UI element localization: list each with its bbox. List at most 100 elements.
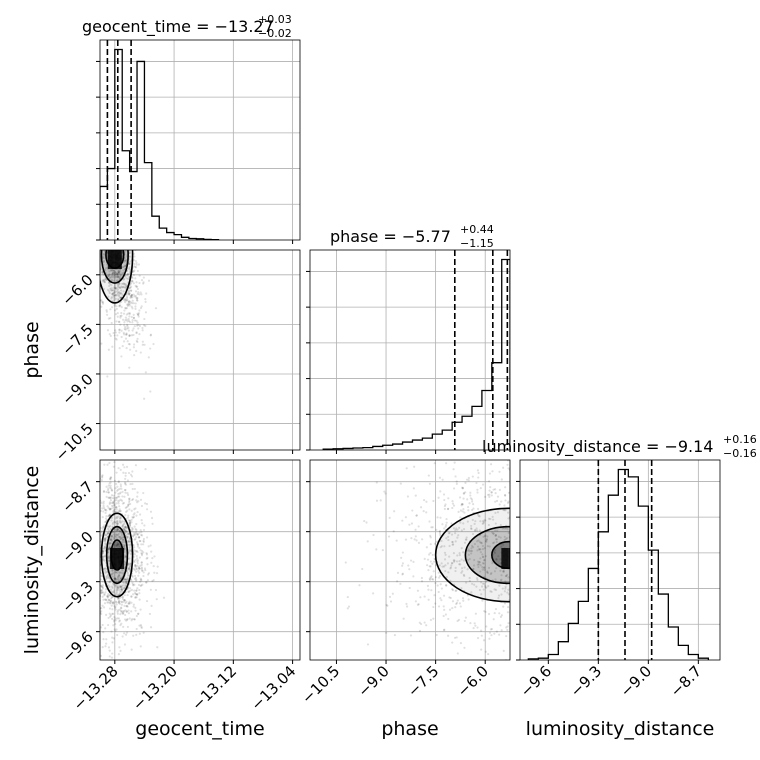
scatter-point [120,584,124,587]
scatter-point [129,589,132,592]
scatter-point [112,537,116,540]
scatter-point [85,184,87,186]
scatter-point [114,487,117,490]
scatter-point [112,296,115,299]
scatter-point [498,612,501,615]
scatter-point [528,571,530,573]
scatter-point [118,290,121,294]
scatter-point [366,540,369,543]
scatter-point [103,254,106,258]
scatter-point [104,517,108,520]
scatter-point [563,563,565,565]
scatter-point [117,515,120,518]
scatter-point [105,515,108,518]
scatter-point [120,622,123,625]
scatter-point [127,290,130,293]
density-core [501,548,510,569]
density-cell [114,254,122,262]
scatter-point [101,580,104,583]
scatter-point [95,611,97,613]
scatter-point [96,181,98,183]
scatter-point [120,603,123,606]
scatter-point [123,495,126,498]
scatter-point [92,225,94,227]
scatter-point [449,566,453,569]
scatter-point [119,624,122,627]
scatter-point [126,479,130,482]
scatter-point [442,594,446,597]
scatter-point [132,515,136,519]
scatter-point [462,527,466,531]
scatter-point [121,540,125,544]
scatter-point [476,469,480,472]
scatter-point [118,530,121,533]
scatter-point [126,526,129,529]
scatter-point [110,534,114,537]
scatter-point [130,334,133,337]
scatter-point [120,306,123,309]
scatter-point [552,507,554,509]
scatter-point [484,495,487,498]
scatter-point [113,504,116,507]
scatter-point [101,235,103,237]
scatter-point [136,587,139,590]
scatter-point [564,511,566,513]
scatter-point [114,270,117,274]
scatter-point [135,234,137,236]
scatter-point [86,203,88,205]
scatter-point [577,585,579,587]
scatter-point [117,601,120,604]
scatter-point [149,333,153,336]
scatter-point [91,549,93,551]
scatter-point [133,240,135,242]
scatter-point [111,496,115,500]
scatter-point [112,582,115,586]
scatter-point [431,526,434,529]
scatter-point [108,291,111,295]
scatter-point [366,643,370,646]
scatter-point [117,297,120,301]
scatter-point [103,545,106,548]
scatter-point [136,543,140,546]
scatter-point [131,581,134,584]
scatter-point [560,590,562,592]
scatter-point [111,585,114,588]
x-tick-label: −9.6 [517,662,555,700]
scatter-point [135,499,138,502]
scatter-point [522,548,524,550]
scatter-point [440,562,443,565]
scatter-point [123,543,126,547]
scatter-point [110,269,113,272]
scatter-point [128,262,131,265]
scatter-point [105,231,107,233]
scatter-point [103,237,105,239]
scatter-point [470,544,474,548]
scatter-point [399,482,402,485]
scatter-point [118,277,121,280]
scatter-point [98,501,100,503]
scatter-point [533,613,535,615]
scatter-point [101,189,103,191]
scatter-point [123,333,126,336]
scatter-point [90,575,92,577]
scatter-point [118,592,121,596]
scatter-point [110,247,112,249]
scatter-point [437,590,440,594]
scatter-point [103,524,106,527]
scatter-point [126,340,129,343]
scatter-point [401,572,405,575]
scatter-point [404,538,408,541]
panel-frame [309,459,511,661]
scatter-point [136,313,140,316]
scatter-point [110,231,112,233]
scatter-point [124,483,128,486]
scatter-point [133,255,136,258]
scatter-point [385,603,388,606]
scatter-point [438,532,442,535]
scatter-point [102,231,104,233]
scatter-point [101,645,104,649]
scatter-point [126,625,129,629]
scatter-point [139,539,142,543]
scatter-point [460,529,463,532]
scatter-point [491,531,494,534]
